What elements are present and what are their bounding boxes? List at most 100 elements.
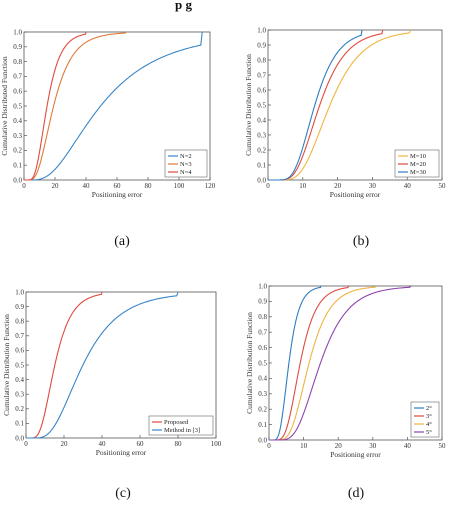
series-line-4 — [269, 285, 412, 441]
x-tick-label: 30 — [369, 442, 377, 450]
series-line-1 — [24, 31, 203, 181]
x-tick-label: 120 — [205, 182, 216, 190]
y-tick-label: 0.2 — [257, 146, 266, 154]
x-tick-label: 40 — [404, 442, 412, 450]
x-tick-label: 0 — [267, 442, 271, 450]
y-tick-label: 0.6 — [13, 88, 22, 96]
series-line-1 — [26, 291, 103, 439]
y-tick-label: 1.0 — [15, 288, 24, 296]
y-tick-label: 1.0 — [257, 26, 266, 34]
y-tick-label: 0.3 — [258, 390, 267, 398]
x-axis-label: Positioning error — [330, 190, 381, 199]
y-tick-label: 0.3 — [13, 132, 22, 140]
x-tick-label: 40 — [99, 440, 107, 448]
x-tick-label: 80 — [175, 440, 183, 448]
x-tick-label: 50 — [439, 182, 447, 190]
x-axis-label: Positioning error — [330, 450, 381, 459]
y-axis-label: Cumulative Distribution Function — [245, 312, 254, 414]
legend-label: N=4 — [180, 169, 192, 176]
y-tick-label: 0.9 — [258, 298, 267, 306]
series-line-2 — [24, 31, 127, 181]
series-line-1 — [269, 285, 322, 441]
y-tick-label: 0.5 — [257, 101, 266, 109]
y-tick-label: 0.9 — [13, 43, 22, 51]
x-tick-label: 20 — [52, 182, 60, 190]
top-text: p g — [175, 0, 192, 12]
x-tick-label: 100 — [174, 182, 185, 190]
x-tick-label: 30 — [369, 182, 377, 190]
x-tick-label: 0 — [24, 440, 28, 448]
legend-label: 4° — [426, 421, 432, 428]
legend-box — [148, 415, 214, 436]
panel-caption: (a) — [114, 234, 130, 249]
x-tick-label: 80 — [145, 182, 153, 190]
y-tick-label: 0.8 — [258, 313, 267, 321]
y-tick-label: 0.1 — [15, 420, 24, 428]
legend-label: N=3 — [180, 161, 192, 168]
y-tick-label: 0.4 — [13, 117, 22, 125]
x-tick-label: 40 — [83, 182, 91, 190]
x-tick-label: 20 — [61, 440, 69, 448]
series-line-1 — [268, 29, 412, 181]
legend-label: N=2 — [180, 153, 192, 160]
series-line-2 — [268, 29, 384, 181]
y-tick-label: 0.2 — [258, 406, 267, 414]
y-axis-label: Cumulative Distributed Function — [0, 56, 9, 155]
x-tick-label: 0 — [266, 182, 270, 190]
y-tick-label: 0.8 — [257, 56, 266, 64]
y-tick-label: 0.2 — [13, 147, 22, 155]
panel-caption: (b) — [353, 234, 370, 249]
x-tick-label: 20 — [335, 442, 343, 450]
chart-panel-c: 0 20 40 60 80 100 0.0 0.1 0.2 0.3 0.4 0.5 0.6 0.7 0.8 0… — [2, 288, 222, 501]
x-tick-label: 10 — [299, 182, 307, 190]
y-tick-label: 0.0 — [13, 176, 22, 184]
series-line-3 — [269, 285, 377, 441]
legend-label: 5° — [426, 429, 432, 436]
y-tick-label: 0.7 — [258, 329, 267, 337]
y-tick-label: 0.1 — [257, 161, 266, 169]
series-line-2 — [26, 291, 179, 439]
x-tick-label: 40 — [404, 182, 412, 190]
y-tick-label: 0.9 — [15, 303, 24, 311]
y-tick-label: 0.1 — [13, 162, 22, 170]
y-tick-label: 0.9 — [257, 41, 266, 49]
y-tick-label: 0.3 — [257, 131, 266, 139]
x-tick-label: 100 — [211, 440, 222, 448]
y-tick-label: 0.4 — [258, 375, 267, 383]
panel-caption: (c) — [115, 486, 131, 501]
y-tick-label: 0.0 — [257, 176, 266, 184]
chart-panel-d: 0 10 20 30 40 50 0.0 0.1 0.2 0.3 0.4 0.5 0.6 0.7 0.8 0.… — [245, 282, 446, 501]
x-axis-label: Positioning error — [96, 448, 147, 457]
series-line-2 — [269, 285, 350, 441]
y-tick-label: 0.0 — [258, 436, 267, 444]
chart-panel-a: 0 20 40 60 80 100 120 0.0 0.1 0.2 0.3 0.4 0.5 0.6 0.7 0… — [0, 28, 216, 249]
x-tick-label: 0 — [22, 182, 26, 190]
legend-label: Proposed — [164, 419, 189, 426]
legend-label: Method in [3] — [164, 427, 200, 434]
y-tick-label: 1.0 — [258, 282, 267, 290]
x-tick-label: 20 — [334, 182, 342, 190]
y-tick-label: 0.6 — [15, 347, 24, 355]
chart-panel-b: 0 10 20 30 40 50 0.0 0.1 0.2 0.3 0.4 0.5 0.6 0.7 0.8 0.… — [244, 26, 446, 249]
legend-label: 3° — [426, 413, 432, 420]
y-tick-label: 0.5 — [15, 361, 24, 369]
y-tick-label: 0.3 — [15, 391, 24, 399]
y-tick-label: 0.5 — [13, 102, 22, 110]
y-tick-label: 0.7 — [13, 73, 22, 81]
x-tick-label: 60 — [114, 182, 122, 190]
y-tick-label: 0.4 — [257, 116, 266, 124]
x-tick-label: 10 — [300, 442, 308, 450]
y-tick-label: 0.8 — [13, 58, 22, 66]
x-axis-label: Positioning error — [92, 190, 143, 199]
y-tick-label: 0.1 — [258, 421, 267, 429]
y-tick-label: 0.6 — [258, 344, 267, 352]
y-tick-label: 0.7 — [257, 71, 266, 79]
series-line-3 — [24, 31, 87, 181]
series-line-3 — [268, 29, 363, 181]
y-tick-label: 0.7 — [15, 332, 24, 340]
x-tick-label: 50 — [439, 442, 447, 450]
y-tick-label: 0.8 — [15, 318, 24, 326]
y-tick-label: 0.4 — [15, 376, 24, 384]
y-tick-label: 0.0 — [15, 434, 24, 442]
y-tick-label: 0.6 — [257, 86, 266, 94]
